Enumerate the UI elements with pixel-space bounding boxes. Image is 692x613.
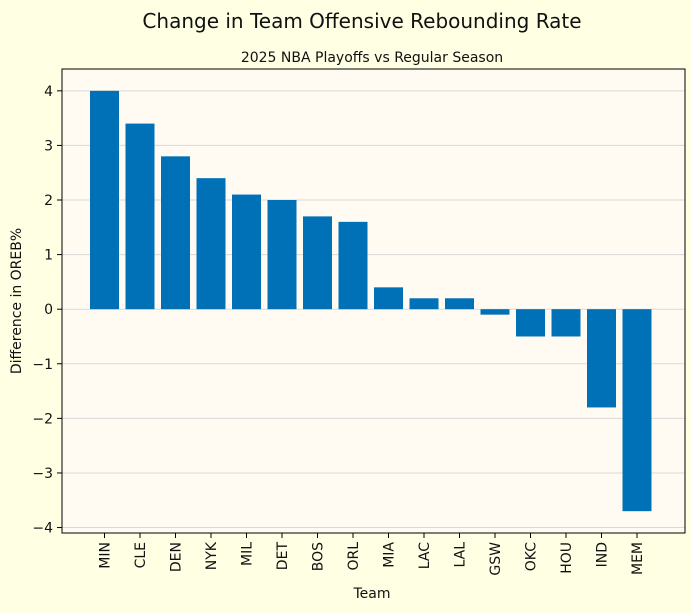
x-tick-label: LAC	[417, 542, 433, 569]
x-tick-label: MEM	[630, 542, 646, 575]
x-tick-label: HOU	[559, 542, 575, 574]
bar-det	[267, 200, 297, 310]
bar-mia	[374, 287, 403, 310]
plot-frame	[61, 68, 686, 534]
x-tick-label: MIL	[240, 542, 256, 566]
x-tick-label: NYK	[204, 541, 220, 570]
y-tick-label: 1	[44, 248, 53, 264]
x-tick-label: OKC	[524, 542, 540, 571]
x-tick-label: CLE	[133, 542, 149, 568]
x-axis-label: Team	[352, 586, 390, 602]
y-tick-label: −1	[32, 357, 53, 373]
y-tick-label: −2	[32, 411, 53, 427]
plot-area	[62, 69, 685, 533]
bar-bos	[303, 216, 332, 310]
chart-title: Change in Team Offensive Rebounding Rate	[142, 9, 581, 33]
x-tick-label: IND	[595, 542, 611, 567]
y-axis-label: Difference in OREB%	[9, 228, 25, 374]
x-tick-label: GSW	[488, 542, 504, 576]
bars	[90, 90, 652, 512]
bar-gsw	[480, 309, 510, 315]
bar-mil	[232, 194, 261, 310]
x-tick-label: ORL	[346, 542, 362, 571]
y-tick-label: −4	[32, 521, 53, 537]
x-tick-label: MIA	[382, 542, 398, 568]
y-tick-label: 4	[44, 84, 53, 100]
bar-lac	[409, 298, 439, 310]
x-tick-label: BOS	[311, 542, 327, 571]
y-tick-label: 0	[44, 302, 53, 318]
bar-cle	[125, 123, 155, 310]
bar-nyk	[196, 178, 226, 310]
x-tick-label: MIN	[98, 542, 114, 569]
x-tick-label: DET	[275, 542, 291, 571]
bar-den	[161, 156, 190, 310]
bar-ind	[587, 309, 616, 408]
x-tick-label: LAL	[453, 542, 469, 568]
chart-subtitle: 2025 NBA Playoffs vs Regular Season	[241, 50, 503, 66]
y-axis: 4 3 2 1 0 −1 −2 −3 −4	[32, 84, 62, 537]
y-tick-label: 2	[44, 193, 53, 209]
x-tick-label: DEN	[169, 542, 185, 572]
bar-mem	[622, 309, 652, 512]
bar-lal	[445, 298, 474, 310]
bar-min	[90, 90, 119, 310]
y-tick-label: −3	[32, 466, 53, 482]
y-tick-label: 3	[44, 138, 53, 154]
bar-orl	[338, 221, 368, 310]
bar-okc	[516, 309, 545, 337]
bar-hou	[551, 309, 581, 337]
x-axis: MIN CLE DEN NYK MIL DET BOS ORL MIA LAC LAL GSW OKC H…	[98, 533, 646, 576]
